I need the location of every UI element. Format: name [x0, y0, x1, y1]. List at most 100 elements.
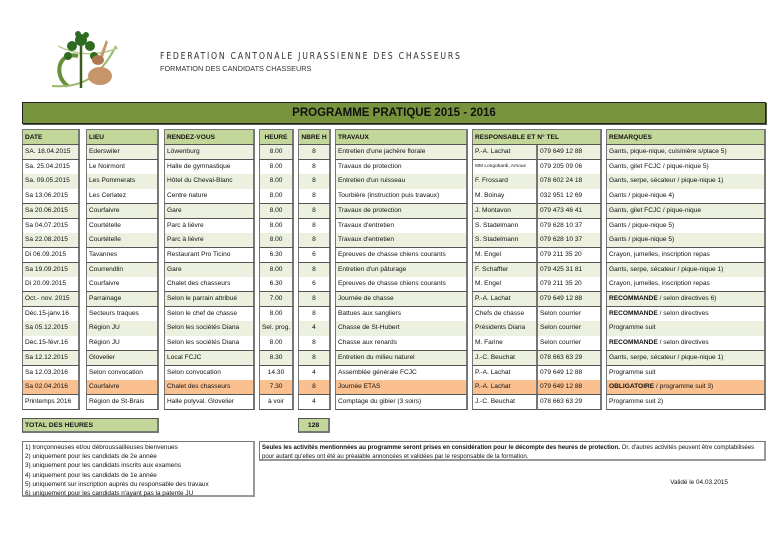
cell-rem: Gants, serpe, sécateur / pique-nique 1) [606, 350, 766, 366]
cell-rdv: Chalet des chasseurs [164, 380, 255, 396]
cell-rem: Gants / pique-nique 5) [606, 233, 766, 249]
cell-travaux: Entretien d'une jachère florale [335, 145, 468, 161]
cell-travaux: Travaux de protection [335, 159, 468, 175]
cell-nbre: 6 [298, 247, 331, 264]
cell-nbre: 8 [298, 336, 331, 352]
cell-rem: Gants, serpe, sécateur / pique-nique 1) [606, 174, 766, 190]
cell-date: Sa 02.04.2016 [22, 380, 80, 396]
remark-text: Gants / pique-nique 4) [609, 192, 675, 200]
cell-rdv: Löwenburg [164, 145, 255, 161]
remark-emphasis: OBLIGATOIRE [609, 383, 655, 391]
notice-text: Or, d'autres activités peuvent être comp… [262, 444, 755, 460]
footnote: 2) uniquement pour les candidats de 2e a… [25, 453, 157, 461]
cell-tel: 032 951 12 69 [537, 189, 602, 205]
cell-resp: F. Schaffter [472, 262, 538, 278]
cell-heure: 8.00 [259, 189, 294, 205]
cell-date: Di 20.09.2015 [22, 277, 80, 293]
cell-rdv: Selon les sociétés Diana [164, 321, 255, 337]
cell-rem: Programme suit [606, 365, 766, 381]
cell-tel: Selon courrier [537, 306, 602, 322]
organization-name: FEDERATION CANTONALE JURASSIENNE DES CHA… [160, 51, 462, 62]
cell-nbre: 8 [298, 292, 331, 308]
remark-text: Gants, serpe, sécateur / pique-nique 1) [609, 265, 724, 273]
cell-heure: 6.30 [259, 277, 294, 293]
cell-tel: 079 211 35 20 [537, 277, 602, 293]
cell-rdv: Halle polyval. Glovelier [164, 394, 255, 411]
remark-text: / selon directives [657, 309, 709, 317]
cell-heure: 8.30 [259, 350, 294, 366]
cell-resp: Présidents Diana [472, 321, 538, 337]
total-hours-value: 128 [298, 418, 330, 433]
cell-tel: 078 663 63 29 [537, 394, 602, 411]
cell-heure: 7.00 [259, 292, 294, 308]
remark-text: Gants, serpe, sécateur / pique-nique 1) [609, 353, 724, 361]
cell-rdv: Chalet des chasseurs [164, 277, 255, 293]
cell-travaux: Comptage du gibier (3 soirs) [335, 394, 468, 411]
remark-text: Programme suit [609, 324, 656, 332]
cell-lieu: Courtételle [86, 233, 159, 249]
header-nbre: NBRE H [298, 129, 331, 145]
remark-emphasis: RECOMMANDE [609, 309, 658, 317]
cell-travaux: Journée de chasse [335, 292, 468, 308]
cell-rdv: Gare [164, 262, 255, 278]
cell-date: Sa 05.12.2015 [22, 321, 80, 337]
cell-rem: Gants / pique-nique 5) [606, 218, 766, 234]
remark-text: Programme suit [609, 368, 656, 376]
cell-date: Sa 19.09.2015 [22, 262, 80, 278]
cell-resp: J.-C. Beuchat [472, 350, 538, 366]
cell-rdv: Parc à lièvre [164, 218, 255, 234]
header-rdv: RENDEZ-VOUS [164, 129, 255, 145]
cell-rdv: Restaurant Pro Ticino [164, 247, 255, 264]
total-hours-label: TOTAL DES HEURES [22, 418, 159, 433]
cell-lieu: Les Pommerats [86, 174, 159, 190]
cell-nbre: 8 [298, 218, 331, 234]
cell-rem: Crayon, jumelles, inscription repas [606, 277, 766, 293]
cell-resp: P.-A. Lachat [472, 365, 538, 381]
remark-text: / selon directives [657, 339, 709, 347]
cell-lieu: Les Cerlatez [86, 189, 159, 205]
cell-resp: M. Engel [472, 247, 538, 264]
cell-lieu: Région JU [86, 336, 159, 352]
remark-text: / programme suit 3) [654, 383, 714, 391]
cell-lieu: Courtételle [86, 218, 159, 234]
cell-tel: 079 649 12 88 [537, 380, 602, 396]
cell-date: Sa 22.08.2015 [22, 233, 80, 249]
cell-heure: 8.00 [259, 145, 294, 161]
cell-nbre: 8 [298, 380, 331, 396]
cell-lieu: Région de St-Brais [86, 394, 159, 411]
cell-resp: S. Stadelmann [472, 218, 538, 234]
cell-travaux: Travaux d'entretien [335, 218, 468, 234]
cell-date: Sa 12.12.2015 [22, 350, 80, 366]
footnotes: 1) tronçonneuses et/ou débroussailleuses… [22, 441, 255, 497]
cell-travaux: Epreuves de chasse chiens courants [335, 277, 468, 293]
cell-rdv: Local FCJC [164, 350, 255, 366]
remark-text: Gants, gilet FCJC / pique-nique 5) [609, 162, 709, 170]
notice-bold: Seules les activités mentionnées au prog… [262, 444, 620, 451]
cell-lieu: Région JU [86, 321, 159, 337]
cell-travaux: Entretien d'un pâturage [335, 262, 468, 278]
cell-lieu: Ederswiler [86, 145, 159, 161]
remark-text: Crayon, jumelles, inscription repas [609, 250, 710, 258]
cell-resp: MM Longobardi, Arnoux [472, 159, 538, 175]
cell-heure: 8.00 [259, 174, 294, 190]
remark-text: / selon directives 6) [657, 295, 717, 302]
footnote: 3) uniquement pour les candidats inscrit… [25, 462, 181, 470]
cell-nbre: 8 [298, 189, 331, 205]
cell-resp: S. Stadelmann [472, 233, 538, 249]
cell-rem: Programme suit [606, 321, 766, 337]
footnote: 6) uniquement pour les candidats n'ayant… [25, 490, 194, 498]
cell-rdv: Selon convocation [164, 365, 255, 381]
cell-heure: 8.00 [259, 159, 294, 175]
cell-nbre: 8 [298, 262, 331, 278]
cell-resp: Chefs de chasse [472, 306, 538, 322]
cell-tel: 079 649 12 88 [537, 365, 602, 381]
cell-lieu: Courrendlin [86, 262, 159, 278]
cell-travaux: Assemblée générale FCJC [335, 365, 468, 381]
cell-resp: P.-A. Lachat [472, 145, 538, 161]
remark-text: Programme suit 2) [609, 397, 664, 405]
cell-nbre: 6 [298, 277, 331, 293]
cell-tel: 079 425 31 81 [537, 262, 602, 278]
cell-rem: Gants, pique-nique, cuisinière s/place 5… [606, 145, 766, 161]
cell-tel: 079 649 12 88 [537, 292, 602, 308]
cell-travaux: Entretien du milieu naturel [335, 350, 468, 366]
